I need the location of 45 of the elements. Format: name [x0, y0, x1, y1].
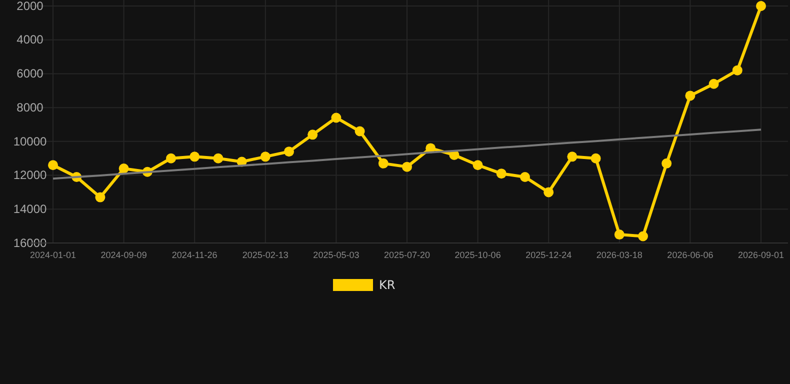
- x-tick-label: 2025-02-13: [242, 250, 288, 260]
- point: [614, 230, 624, 240]
- x-tick-label: 2026-06-06: [667, 250, 714, 260]
- point: [378, 158, 388, 168]
- x-tick-label: 2026-09-01: [738, 250, 784, 260]
- point: [756, 1, 766, 11]
- legend-label: KR: [379, 278, 396, 292]
- point: [331, 112, 342, 123]
- point: [544, 187, 554, 198]
- point: [662, 158, 672, 168]
- point: [308, 130, 318, 140]
- point: [402, 162, 412, 172]
- y-tick-label: 12000: [13, 168, 48, 182]
- point: [260, 152, 270, 162]
- y-tick-label: 10000: [13, 134, 48, 148]
- point: [284, 146, 294, 157]
- point: [567, 152, 578, 162]
- point: [496, 168, 506, 179]
- point: [354, 126, 365, 136]
- x-tick-label: 2025-05-03: [313, 250, 360, 260]
- point: [213, 153, 224, 164]
- point: [118, 164, 129, 174]
- point: [590, 153, 601, 164]
- point: [48, 160, 58, 170]
- point: [166, 153, 176, 164]
- x-tick-label: 2026-03-18: [596, 250, 642, 260]
- point: [95, 192, 106, 202]
- point: [638, 231, 648, 242]
- x-tick-label: 2024-01-01: [30, 250, 76, 260]
- point: [732, 65, 742, 76]
- point: [708, 78, 719, 89]
- x-tick-label: 2024-09-09: [100, 250, 147, 260]
- y-tick-label: 14000: [13, 202, 48, 216]
- point: [190, 152, 200, 162]
- point: [685, 90, 696, 101]
- x-tick-label: 2025-07-20: [384, 250, 430, 260]
- point: [520, 172, 530, 182]
- y-tick-label: 4000: [16, 32, 44, 47]
- x-tick-label: 2025-10-06: [454, 250, 501, 260]
- x-tick-label: 2024-11-26: [172, 250, 218, 260]
- y-tick-label: 6000: [16, 66, 44, 81]
- point: [472, 160, 483, 170]
- y-tick-label: 2000: [16, 0, 44, 13]
- y-tick-label: 8000: [16, 100, 44, 114]
- x-tick-label: 2025-12-24: [526, 250, 572, 260]
